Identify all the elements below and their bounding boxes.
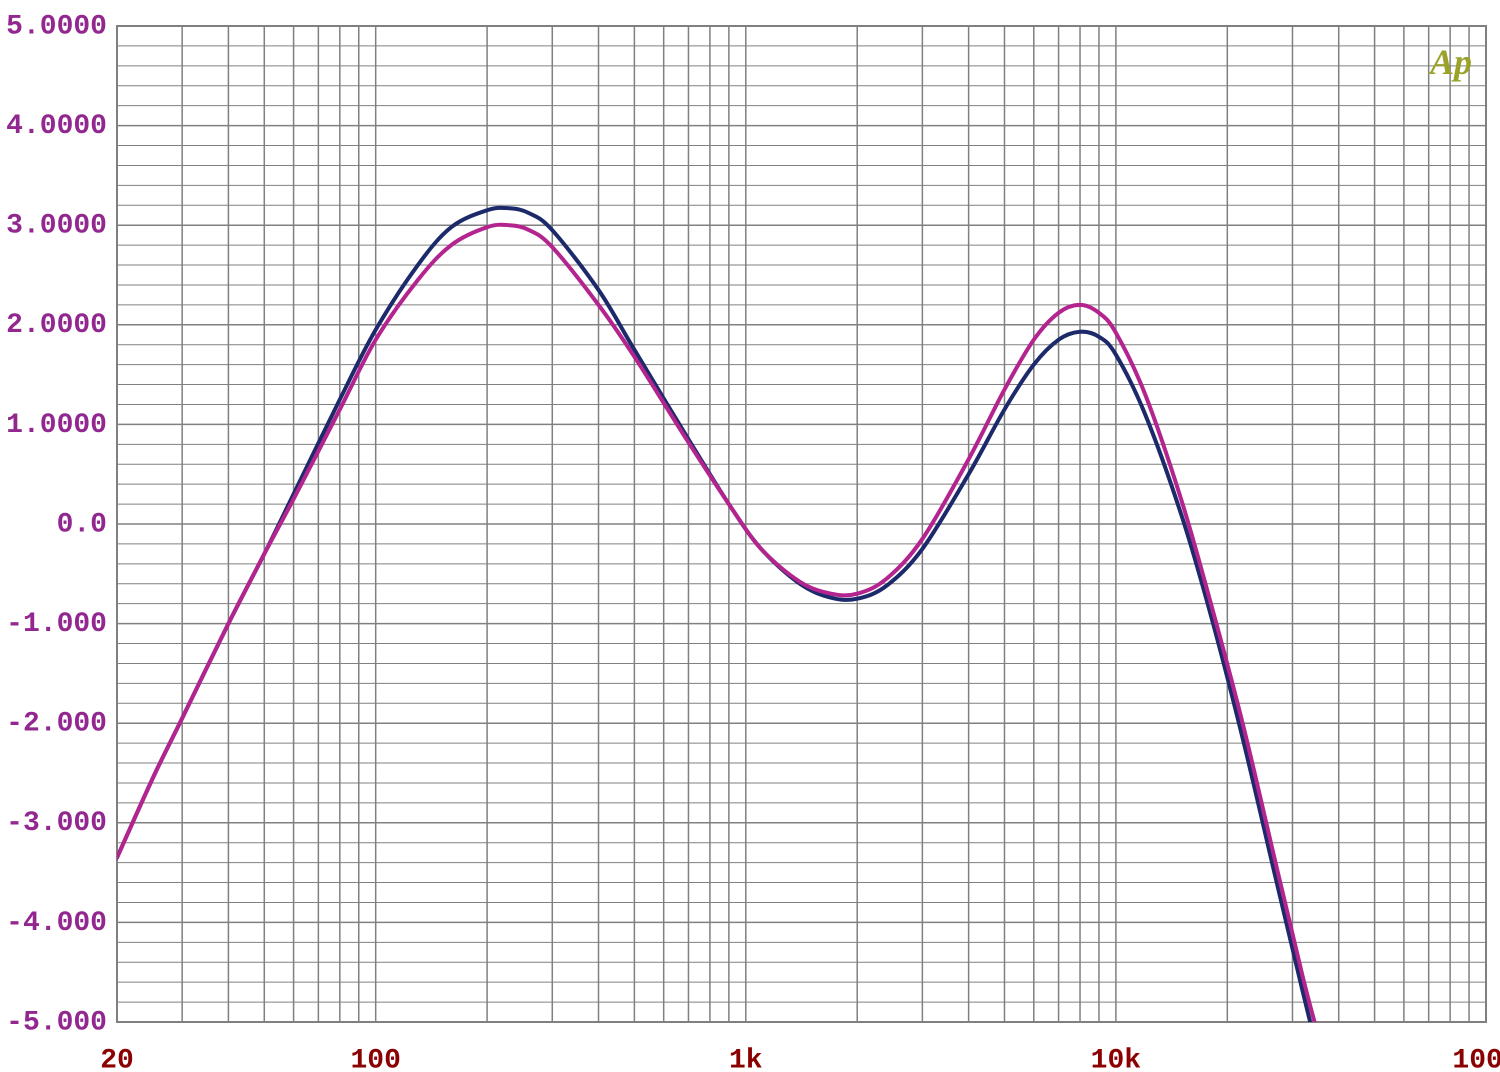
x-axis-label: 10k (1091, 1045, 1142, 1072)
y-axis-label: 4.0000 (6, 111, 107, 142)
x-axis-label: 100k (1452, 1045, 1500, 1072)
y-axis-label: -4.000 (6, 908, 107, 939)
y-axis-label: 0.0 (57, 509, 107, 540)
y-axis-label: -5.000 (6, 1007, 107, 1038)
y-axis-label: -3.000 (6, 808, 107, 839)
y-axis-label: 1.0000 (6, 410, 107, 441)
y-axis-label: -2.000 (6, 709, 107, 740)
y-axis-label: 5.0000 (6, 11, 107, 42)
ap-logo: Ap (1428, 42, 1472, 82)
chart-svg: 5.0000 4.0000 3.0000 2.0000 1.0000 0.0 -1.000 -… (0, 0, 1500, 1072)
y-axis-label: -1.000 (6, 609, 107, 640)
y-axis-label: 3.0000 (6, 211, 107, 242)
frequency-response-chart: 5.0000 4.0000 3.0000 2.0000 1.0000 0.0 -1.000 -… (0, 0, 1500, 1072)
x-axis-label: 100 (350, 1045, 400, 1072)
y-axis-label: 2.0000 (6, 310, 107, 341)
x-axis-label: 20 (100, 1045, 134, 1072)
x-axis-label: 1k (729, 1045, 763, 1072)
